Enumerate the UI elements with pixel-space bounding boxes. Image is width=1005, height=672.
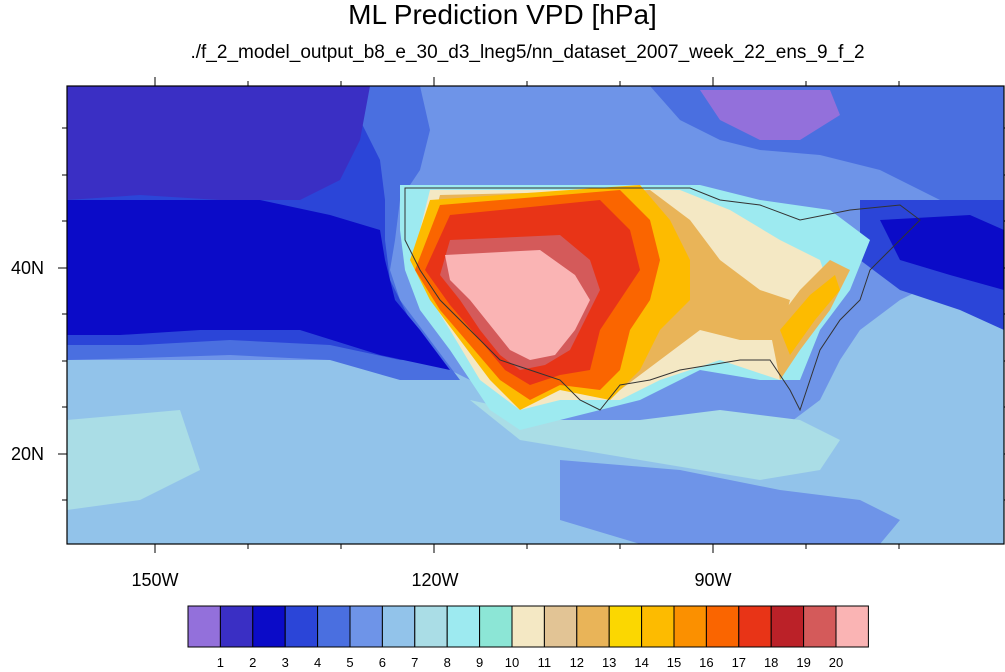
chart-title: ML Prediction VPD [hPa] bbox=[348, 0, 657, 30]
color-bar-label: 3 bbox=[281, 655, 289, 670]
gulf-band-8 bbox=[470, 400, 840, 480]
map-field bbox=[67, 86, 1004, 544]
color-bar-label: 11 bbox=[537, 655, 552, 670]
color-bar-label: 2 bbox=[249, 655, 257, 670]
color-bar-label: 9 bbox=[475, 655, 484, 670]
color-bar-swatch bbox=[608, 605, 643, 648]
color-bar-swatch bbox=[284, 605, 319, 648]
color-bar-swatch bbox=[252, 605, 286, 648]
us-band-20 bbox=[445, 250, 590, 360]
atlantic-band-3 bbox=[880, 215, 1004, 290]
color-bar bbox=[187, 605, 869, 648]
color-bar-label: 5 bbox=[346, 655, 354, 670]
color-bar-swatch bbox=[187, 605, 221, 648]
color-bar-swatch bbox=[479, 605, 513, 648]
color-bar-label: 17 bbox=[731, 655, 747, 670]
color-bar-swatch bbox=[511, 605, 545, 648]
color-bar-label: 7 bbox=[411, 655, 419, 670]
lon-label-120w: 120W bbox=[411, 570, 459, 590]
lat-label-40n: 40N bbox=[10, 258, 44, 278]
color-bar-swatch bbox=[576, 605, 610, 648]
map-ticks bbox=[58, 77, 1005, 553]
color-bar-label: 6 bbox=[378, 655, 386, 670]
color-bar-swatch bbox=[414, 605, 448, 648]
color-bar-swatch bbox=[738, 605, 772, 648]
color-bar-label: 14 bbox=[634, 655, 649, 670]
caribbean-band-6 bbox=[560, 460, 900, 544]
color-bar-swatch bbox=[219, 605, 254, 648]
hawaii-band-7 bbox=[67, 410, 200, 510]
color-bar-label: 18 bbox=[763, 655, 779, 670]
east-band-15 bbox=[780, 275, 840, 355]
color-bar-swatch bbox=[349, 605, 383, 648]
color-bar-label: 4 bbox=[313, 655, 322, 670]
lon-label-90w: 90W bbox=[694, 570, 732, 590]
us-outline bbox=[404, 187, 921, 412]
color-bar-swatch bbox=[770, 605, 805, 648]
north-purple-patch bbox=[700, 90, 840, 140]
color-bar-label: 19 bbox=[796, 655, 811, 670]
color-bar-swatch bbox=[705, 605, 740, 648]
map-frame bbox=[66, 85, 1005, 545]
color-bar-swatch bbox=[381, 605, 416, 648]
lat-label-20n: 20N bbox=[10, 444, 44, 464]
color-bar-swatch bbox=[543, 605, 578, 648]
color-bar-swatch bbox=[803, 605, 837, 648]
color-bar-swatch bbox=[673, 605, 707, 648]
color-bar-label: 13 bbox=[601, 655, 617, 670]
color-bar-swatch bbox=[641, 605, 675, 648]
color-bar-swatch bbox=[317, 605, 351, 648]
chart-subtitle: ./f_2_model_output_b8_e_30_d3_lneg5/nn_d… bbox=[190, 42, 865, 63]
color-bar-swatch bbox=[446, 605, 481, 648]
color-bar-label: 12 bbox=[569, 655, 585, 670]
color-bar-label: 16 bbox=[699, 655, 714, 670]
lon-label-150w: 150W bbox=[131, 570, 179, 590]
color-bar-label: 20 bbox=[828, 655, 844, 670]
color-bar-label: 1 bbox=[216, 655, 224, 670]
color-bar-label: 8 bbox=[443, 655, 451, 670]
pacific-band-2 bbox=[67, 86, 370, 200]
color-bar-swatch bbox=[835, 605, 869, 648]
color-bar-label: 15 bbox=[666, 655, 682, 670]
pacific-band-3 bbox=[67, 200, 450, 370]
color-bar-label: 10 bbox=[504, 655, 520, 670]
